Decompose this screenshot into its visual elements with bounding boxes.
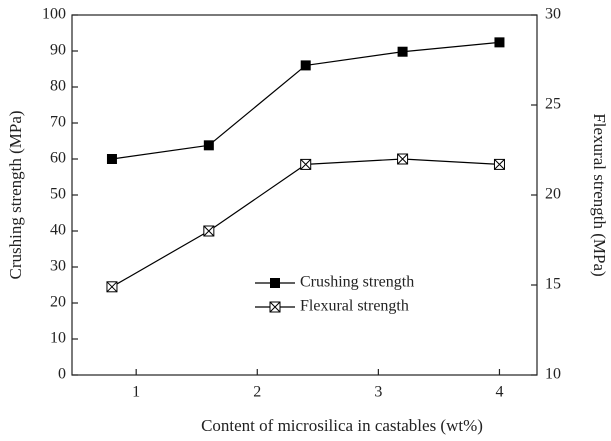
y-tick-label: 30 <box>50 258 66 275</box>
x-tick-label: 3 <box>374 384 382 401</box>
marker <box>494 37 505 48</box>
y2-tick-label: 25 <box>545 96 561 113</box>
series-line <box>111 158 500 288</box>
y-tick-label: 40 <box>50 222 66 239</box>
marker <box>106 154 117 164</box>
y-tick-label: 100 <box>42 6 66 23</box>
y2-tick-label: 20 <box>545 186 561 203</box>
y2-tick-label: 30 <box>545 6 561 23</box>
y2-tick-label: 15 <box>545 276 561 293</box>
marker <box>300 158 312 170</box>
x-tick-label: 4 <box>495 384 503 401</box>
legend-marker <box>270 278 280 288</box>
series-line <box>111 41 500 160</box>
marker <box>397 46 408 57</box>
y2-axis-label: Flexural strength (MPa) <box>590 113 609 276</box>
y-tick-label: 50 <box>50 186 66 203</box>
x-tick-label: 1 <box>132 384 140 401</box>
y-axis-label: Crushing strength (MPa) <box>6 110 25 279</box>
y-tick-label: 0 <box>58 366 66 383</box>
marker <box>106 281 118 293</box>
y-tick-label: 20 <box>50 294 66 311</box>
y2-tick-label: 10 <box>545 366 561 383</box>
y-tick-label: 80 <box>50 78 66 95</box>
y-tick-label: 90 <box>50 42 66 59</box>
x-tick-label: 2 <box>253 384 261 401</box>
y-tick-label: 60 <box>50 150 66 167</box>
marker <box>203 225 215 237</box>
marker <box>203 140 214 151</box>
marker <box>397 153 409 165</box>
legend-label: Crushing strength <box>300 274 414 291</box>
y-tick-label: 10 <box>50 330 66 347</box>
legend-marker <box>269 301 281 313</box>
x-axis-label: Content of microsilica in castables (wt%… <box>201 416 483 435</box>
y-tick-label: 70 <box>50 114 66 131</box>
legend-label: Flexural strength <box>300 298 409 315</box>
marker <box>493 158 505 170</box>
marker <box>300 60 311 71</box>
